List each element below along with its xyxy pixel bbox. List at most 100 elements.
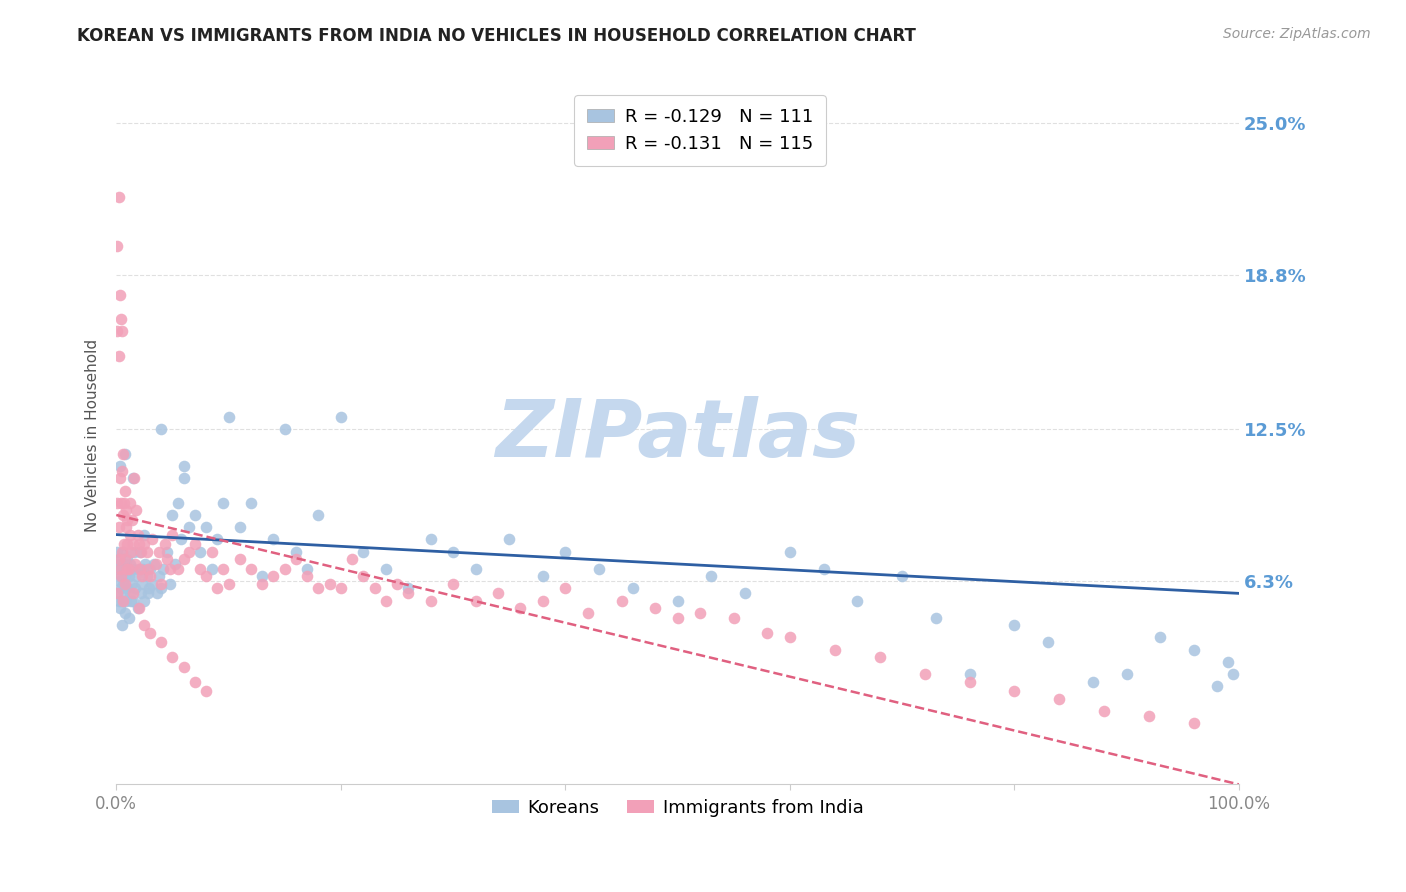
- Point: [110, 569, 132, 583]
- Point: [138, 582, 160, 596]
- Point: [498, 533, 520, 547]
- Point: [117, 611, 139, 625]
- Point: [141, 533, 163, 547]
- Point: [136, 586, 159, 600]
- Point: [107, 593, 129, 607]
- Point: [218, 576, 240, 591]
- Point: [184, 537, 207, 551]
- Point: [118, 557, 141, 571]
- Point: [284, 545, 307, 559]
- Point: [352, 545, 374, 559]
- Point: [252, 569, 274, 583]
- Point: [124, 557, 146, 571]
- Point: [117, 552, 139, 566]
- Point: [105, 586, 128, 600]
- Point: [240, 562, 263, 576]
- Point: [162, 527, 184, 541]
- Point: [115, 562, 138, 576]
- Point: [128, 562, 150, 576]
- Point: [184, 508, 207, 522]
- Point: [441, 545, 464, 559]
- Point: [139, 569, 162, 583]
- Point: [284, 552, 307, 566]
- Point: [1047, 691, 1070, 706]
- Point: [229, 552, 252, 566]
- Point: [1222, 667, 1244, 681]
- Point: [111, 562, 134, 576]
- Point: [112, 496, 135, 510]
- Point: [156, 545, 179, 559]
- Point: [129, 545, 152, 559]
- Point: [117, 582, 139, 596]
- Point: [117, 537, 139, 551]
- Point: [1216, 655, 1239, 669]
- Point: [891, 569, 914, 583]
- Point: [145, 557, 167, 571]
- Point: [150, 582, 173, 596]
- Point: [621, 582, 644, 596]
- Point: [195, 684, 218, 698]
- Point: [108, 458, 131, 473]
- Point: [273, 562, 295, 576]
- Point: [148, 569, 170, 583]
- Point: [1092, 704, 1115, 718]
- Point: [576, 606, 599, 620]
- Point: [218, 410, 240, 425]
- Point: [162, 650, 184, 665]
- Point: [115, 593, 138, 607]
- Legend: Koreans, Immigrants from India: Koreans, Immigrants from India: [485, 792, 870, 824]
- Point: [588, 562, 610, 576]
- Point: [329, 582, 352, 596]
- Point: [700, 569, 723, 583]
- Point: [136, 562, 159, 576]
- Point: [111, 593, 134, 607]
- Point: [396, 586, 419, 600]
- Point: [124, 582, 146, 596]
- Point: [121, 576, 143, 591]
- Point: [111, 618, 134, 632]
- Point: [117, 562, 139, 576]
- Text: ZIPatlas: ZIPatlas: [495, 396, 860, 475]
- Point: [153, 537, 176, 551]
- Point: [105, 562, 128, 576]
- Point: [212, 496, 235, 510]
- Point: [122, 586, 145, 600]
- Point: [173, 471, 195, 485]
- Point: [150, 635, 173, 649]
- Point: [190, 545, 212, 559]
- Point: [173, 552, 195, 566]
- Point: [111, 508, 134, 522]
- Y-axis label: No Vehicles in Household: No Vehicles in Household: [86, 339, 100, 532]
- Point: [145, 586, 167, 600]
- Point: [108, 471, 131, 485]
- Point: [340, 552, 363, 566]
- Point: [396, 582, 419, 596]
- Point: [914, 667, 936, 681]
- Point: [1205, 680, 1227, 694]
- Point: [114, 483, 136, 498]
- Point: [212, 562, 235, 576]
- Point: [105, 324, 128, 338]
- Point: [105, 238, 128, 252]
- Point: [441, 576, 464, 591]
- Point: [131, 569, 153, 583]
- Point: [959, 667, 981, 681]
- Point: [117, 562, 139, 576]
- Point: [170, 533, 193, 547]
- Point: [295, 569, 318, 583]
- Point: [734, 586, 756, 600]
- Point: [531, 593, 554, 607]
- Point: [779, 631, 801, 645]
- Point: [118, 496, 141, 510]
- Point: [125, 569, 148, 583]
- Point: [120, 545, 142, 559]
- Point: [112, 537, 135, 551]
- Point: [173, 660, 195, 674]
- Point: [1081, 674, 1104, 689]
- Point: [352, 569, 374, 583]
- Point: [869, 650, 891, 665]
- Point: [107, 574, 129, 588]
- Point: [167, 562, 190, 576]
- Point: [112, 586, 135, 600]
- Point: [1004, 618, 1026, 632]
